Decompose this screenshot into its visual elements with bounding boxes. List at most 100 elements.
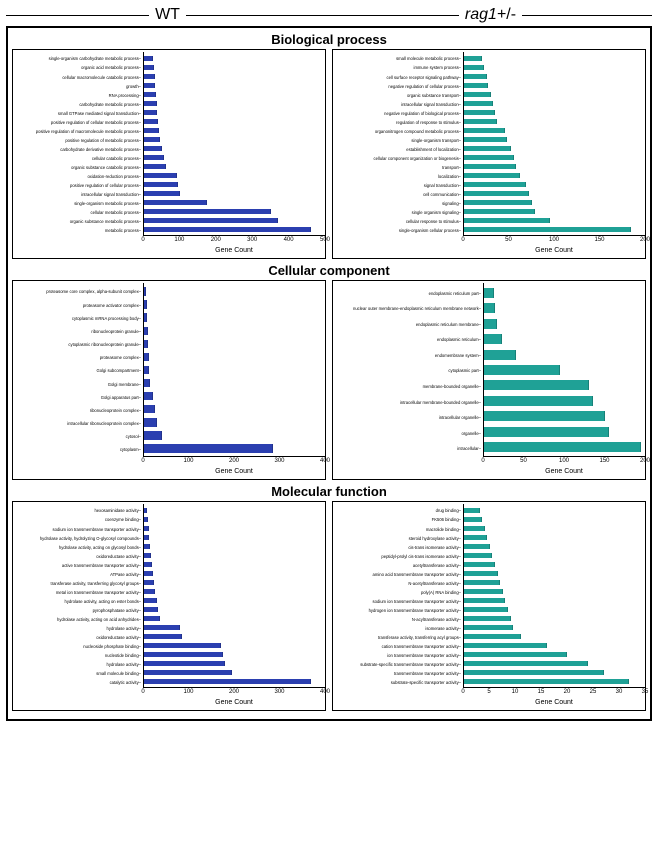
section-title: Cellular component	[12, 263, 646, 278]
y-axis-label: coenzyme binding–	[13, 516, 141, 525]
bar	[464, 616, 511, 622]
bar	[464, 607, 508, 613]
section-title: Biological process	[12, 32, 646, 47]
bar	[464, 200, 532, 206]
bar	[144, 562, 152, 568]
y-axis-label: hexosaminidase activity–	[13, 507, 141, 516]
y-axis-label: ribonucleoprotein granule–	[13, 325, 141, 338]
bar	[144, 327, 148, 336]
bar	[464, 137, 507, 143]
y-axis-label: organonitrogen compound metabolic proces…	[333, 127, 461, 136]
y-axis-label: carbohydrate metabolic process–	[13, 100, 141, 109]
y-axis-label: proteasome core complex, alpha-subunit c…	[13, 286, 141, 299]
x-tick-label: 100	[183, 689, 193, 695]
y-axis-label: transmembrane transporter activity–	[333, 670, 461, 679]
bar	[144, 191, 180, 197]
chart-panel: small molecule metabolic process–immune …	[332, 49, 646, 259]
x-tick-label: 150	[594, 237, 604, 243]
bar	[484, 396, 593, 406]
chart-panel: endoplasmic reticulum part–nuclear outer…	[332, 280, 646, 480]
bar	[144, 607, 158, 613]
bar	[144, 137, 160, 143]
bar	[464, 209, 535, 215]
bar	[464, 56, 482, 62]
wt-column-header: WT	[6, 6, 329, 24]
x-axis-title: Gene Count	[143, 468, 325, 475]
bar	[144, 83, 155, 89]
y-axis-label: substrate-specific transporter activity–	[333, 679, 461, 688]
x-tick-label: 100	[183, 458, 193, 464]
y-axis-label: Golgi apparatus part–	[13, 391, 141, 404]
y-axis-label: small molecule metabolic process–	[333, 55, 461, 64]
y-axis-label: single-organism transport–	[333, 136, 461, 145]
y-axis-label: small molecule binding–	[13, 670, 141, 679]
x-tick-label: 200	[640, 458, 650, 464]
bar	[144, 101, 157, 107]
y-axis-label: signaling–	[333, 200, 461, 209]
bar	[464, 544, 490, 550]
bar	[484, 427, 609, 437]
y-axis-label: organic substance transport–	[333, 91, 461, 100]
bar	[144, 218, 278, 224]
bar	[144, 313, 147, 322]
bar	[484, 365, 560, 375]
y-axis-label: proteasome activator complex–	[13, 299, 141, 312]
bar	[144, 553, 151, 559]
bar	[144, 535, 149, 541]
y-axis-label: positive regulation of cellular metaboli…	[13, 118, 141, 127]
bar	[144, 56, 153, 62]
bar	[144, 392, 153, 401]
bar	[144, 418, 157, 427]
bar	[464, 128, 505, 134]
y-axis-label: endoplasmic reticulum–	[333, 333, 481, 349]
y-axis-label: active transmembrane transporter activit…	[13, 561, 141, 570]
bar	[464, 101, 493, 107]
bar	[144, 616, 160, 622]
y-axis-label: organic substance catabolic process–	[13, 164, 141, 173]
figure-border: Biological process single-organism carboh…	[6, 26, 652, 721]
bar	[144, 580, 154, 586]
y-axis-label: nucleoside phosphate binding–	[13, 643, 141, 652]
bar	[144, 74, 155, 80]
bar	[144, 643, 221, 649]
y-axis-label: cellular response to stimulus–	[333, 218, 461, 227]
bar	[144, 670, 232, 676]
chart-panel: single-organism carbohydrate metabolic p…	[12, 49, 326, 259]
bar	[144, 571, 153, 577]
y-axis-label: endoplasmic reticulum membrane–	[333, 317, 481, 333]
y-axis-label: N-acetyltransferase activity–	[333, 579, 461, 588]
x-tick-label: 200	[229, 689, 239, 695]
chart-panel: proteasome core complex, alpha-subunit c…	[12, 280, 326, 480]
bar	[484, 442, 641, 452]
x-tick-label: 100	[559, 458, 569, 464]
y-axis-label: cytosol–	[13, 431, 141, 444]
y-axis-label: cytoplasm–	[13, 444, 141, 457]
y-axis-label: cellular catabolic process–	[13, 155, 141, 164]
y-axis-label: positive regulation of macromolecule met…	[13, 127, 141, 136]
rag-label-text: rag1+/-	[465, 6, 516, 24]
y-axis-label: oxidoreductase activity–	[13, 634, 141, 643]
y-axis-label: transferase activity, transferring acyl …	[333, 634, 461, 643]
bar	[464, 517, 482, 523]
x-tick-label: 10	[512, 689, 519, 695]
bar	[464, 598, 505, 604]
y-axis-label: cellular component organization or bioge…	[333, 155, 461, 164]
bar	[144, 200, 207, 206]
y-axis-label: macrolide binding–	[333, 525, 461, 534]
bar	[484, 303, 495, 313]
bar	[144, 405, 155, 414]
y-axis-label: nuclear outer membrane-endoplasmic retic…	[333, 302, 481, 318]
y-axis-label: steroid hydroxylase activity–	[333, 534, 461, 543]
y-axis-label: hydrolase activity, acting on acid anhyd…	[13, 616, 141, 625]
bar	[144, 146, 162, 152]
bar	[144, 379, 150, 388]
y-axis-label: cis-trans isomerase activity–	[333, 543, 461, 552]
y-axis-label: negative regulation of cellular process–	[333, 82, 461, 91]
y-axis-label: pyrophosphatase activity–	[13, 607, 141, 616]
x-tick-label: 0	[461, 237, 464, 243]
x-axis-title: Gene Count	[463, 699, 645, 706]
y-axis-label: hydrolase activity, hydrolyzing O-glycos…	[13, 534, 141, 543]
x-tick-label: 0	[141, 458, 144, 464]
bar	[464, 679, 629, 685]
x-axis-title: Gene Count	[483, 468, 645, 475]
